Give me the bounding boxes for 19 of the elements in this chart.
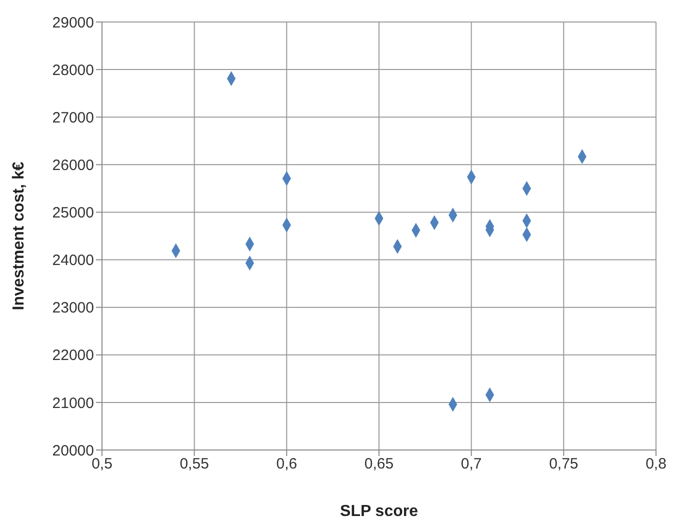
x-tick-label: 0,7 (460, 456, 482, 473)
x-tick-label: 0,6 (276, 456, 298, 473)
y-tick-label: 23000 (52, 300, 94, 317)
y-tick-label: 22000 (52, 347, 94, 364)
y-tick-label: 27000 (52, 109, 94, 126)
x-axis-title: SLP score (340, 503, 418, 520)
x-tick-label: 0,8 (646, 456, 666, 473)
y-tick-label: 26000 (52, 156, 94, 174)
x-tick-label: 0,55 (180, 456, 209, 473)
y-tick-label: 20000 (52, 442, 94, 460)
x-tick-label: 0,5 (92, 456, 112, 473)
x-tick-label: 0,65 (364, 456, 394, 473)
y-tick-label: 29000 (52, 14, 94, 32)
y-tick-label: 28000 (52, 62, 94, 79)
x-tick-label: 0,75 (549, 456, 578, 473)
y-tick-label: 24000 (52, 252, 94, 270)
y-tick-label: 25000 (52, 204, 94, 222)
y-axis-title: Investment cost, k€ (10, 162, 28, 310)
y-tick-label: 21000 (52, 394, 94, 412)
